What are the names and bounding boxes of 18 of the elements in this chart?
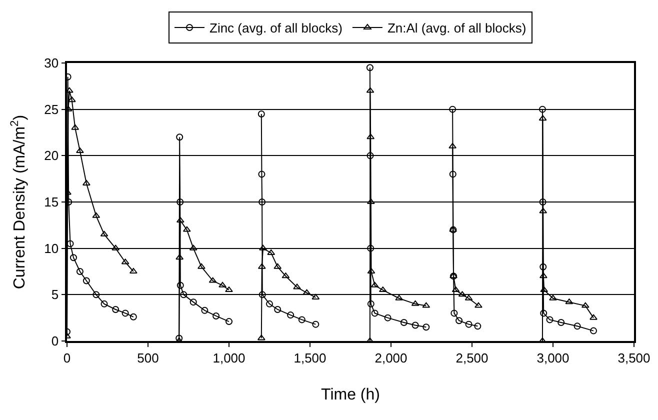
- x-tick-label: 1,500: [294, 350, 326, 366]
- y-tick-label: 15: [44, 194, 59, 210]
- x-tick-label: 0: [63, 350, 71, 366]
- x-tick-label: 2,500: [456, 350, 488, 366]
- y-tick-label: 0: [51, 334, 59, 349]
- y-tick-label: 5: [51, 287, 59, 302]
- x-tick-label: 500: [137, 350, 159, 366]
- x-axis-title: Time (h): [321, 386, 380, 404]
- y-tick-label: 30: [44, 56, 59, 71]
- y-tick-label: 20: [44, 148, 59, 164]
- x-tick-label: 2,000: [374, 350, 408, 366]
- x-tick-label: 1,000: [212, 350, 246, 366]
- y-tick-label: 10: [44, 240, 59, 256]
- y-tick-label: 25: [44, 102, 59, 117]
- legend-label: Zn:Al (avg. of all blocks): [387, 20, 526, 36]
- x-tick-label: 3,000: [536, 350, 570, 366]
- x-tick-label: 3,500: [618, 350, 650, 366]
- legend-label: Zinc (avg. of all blocks): [210, 20, 342, 36]
